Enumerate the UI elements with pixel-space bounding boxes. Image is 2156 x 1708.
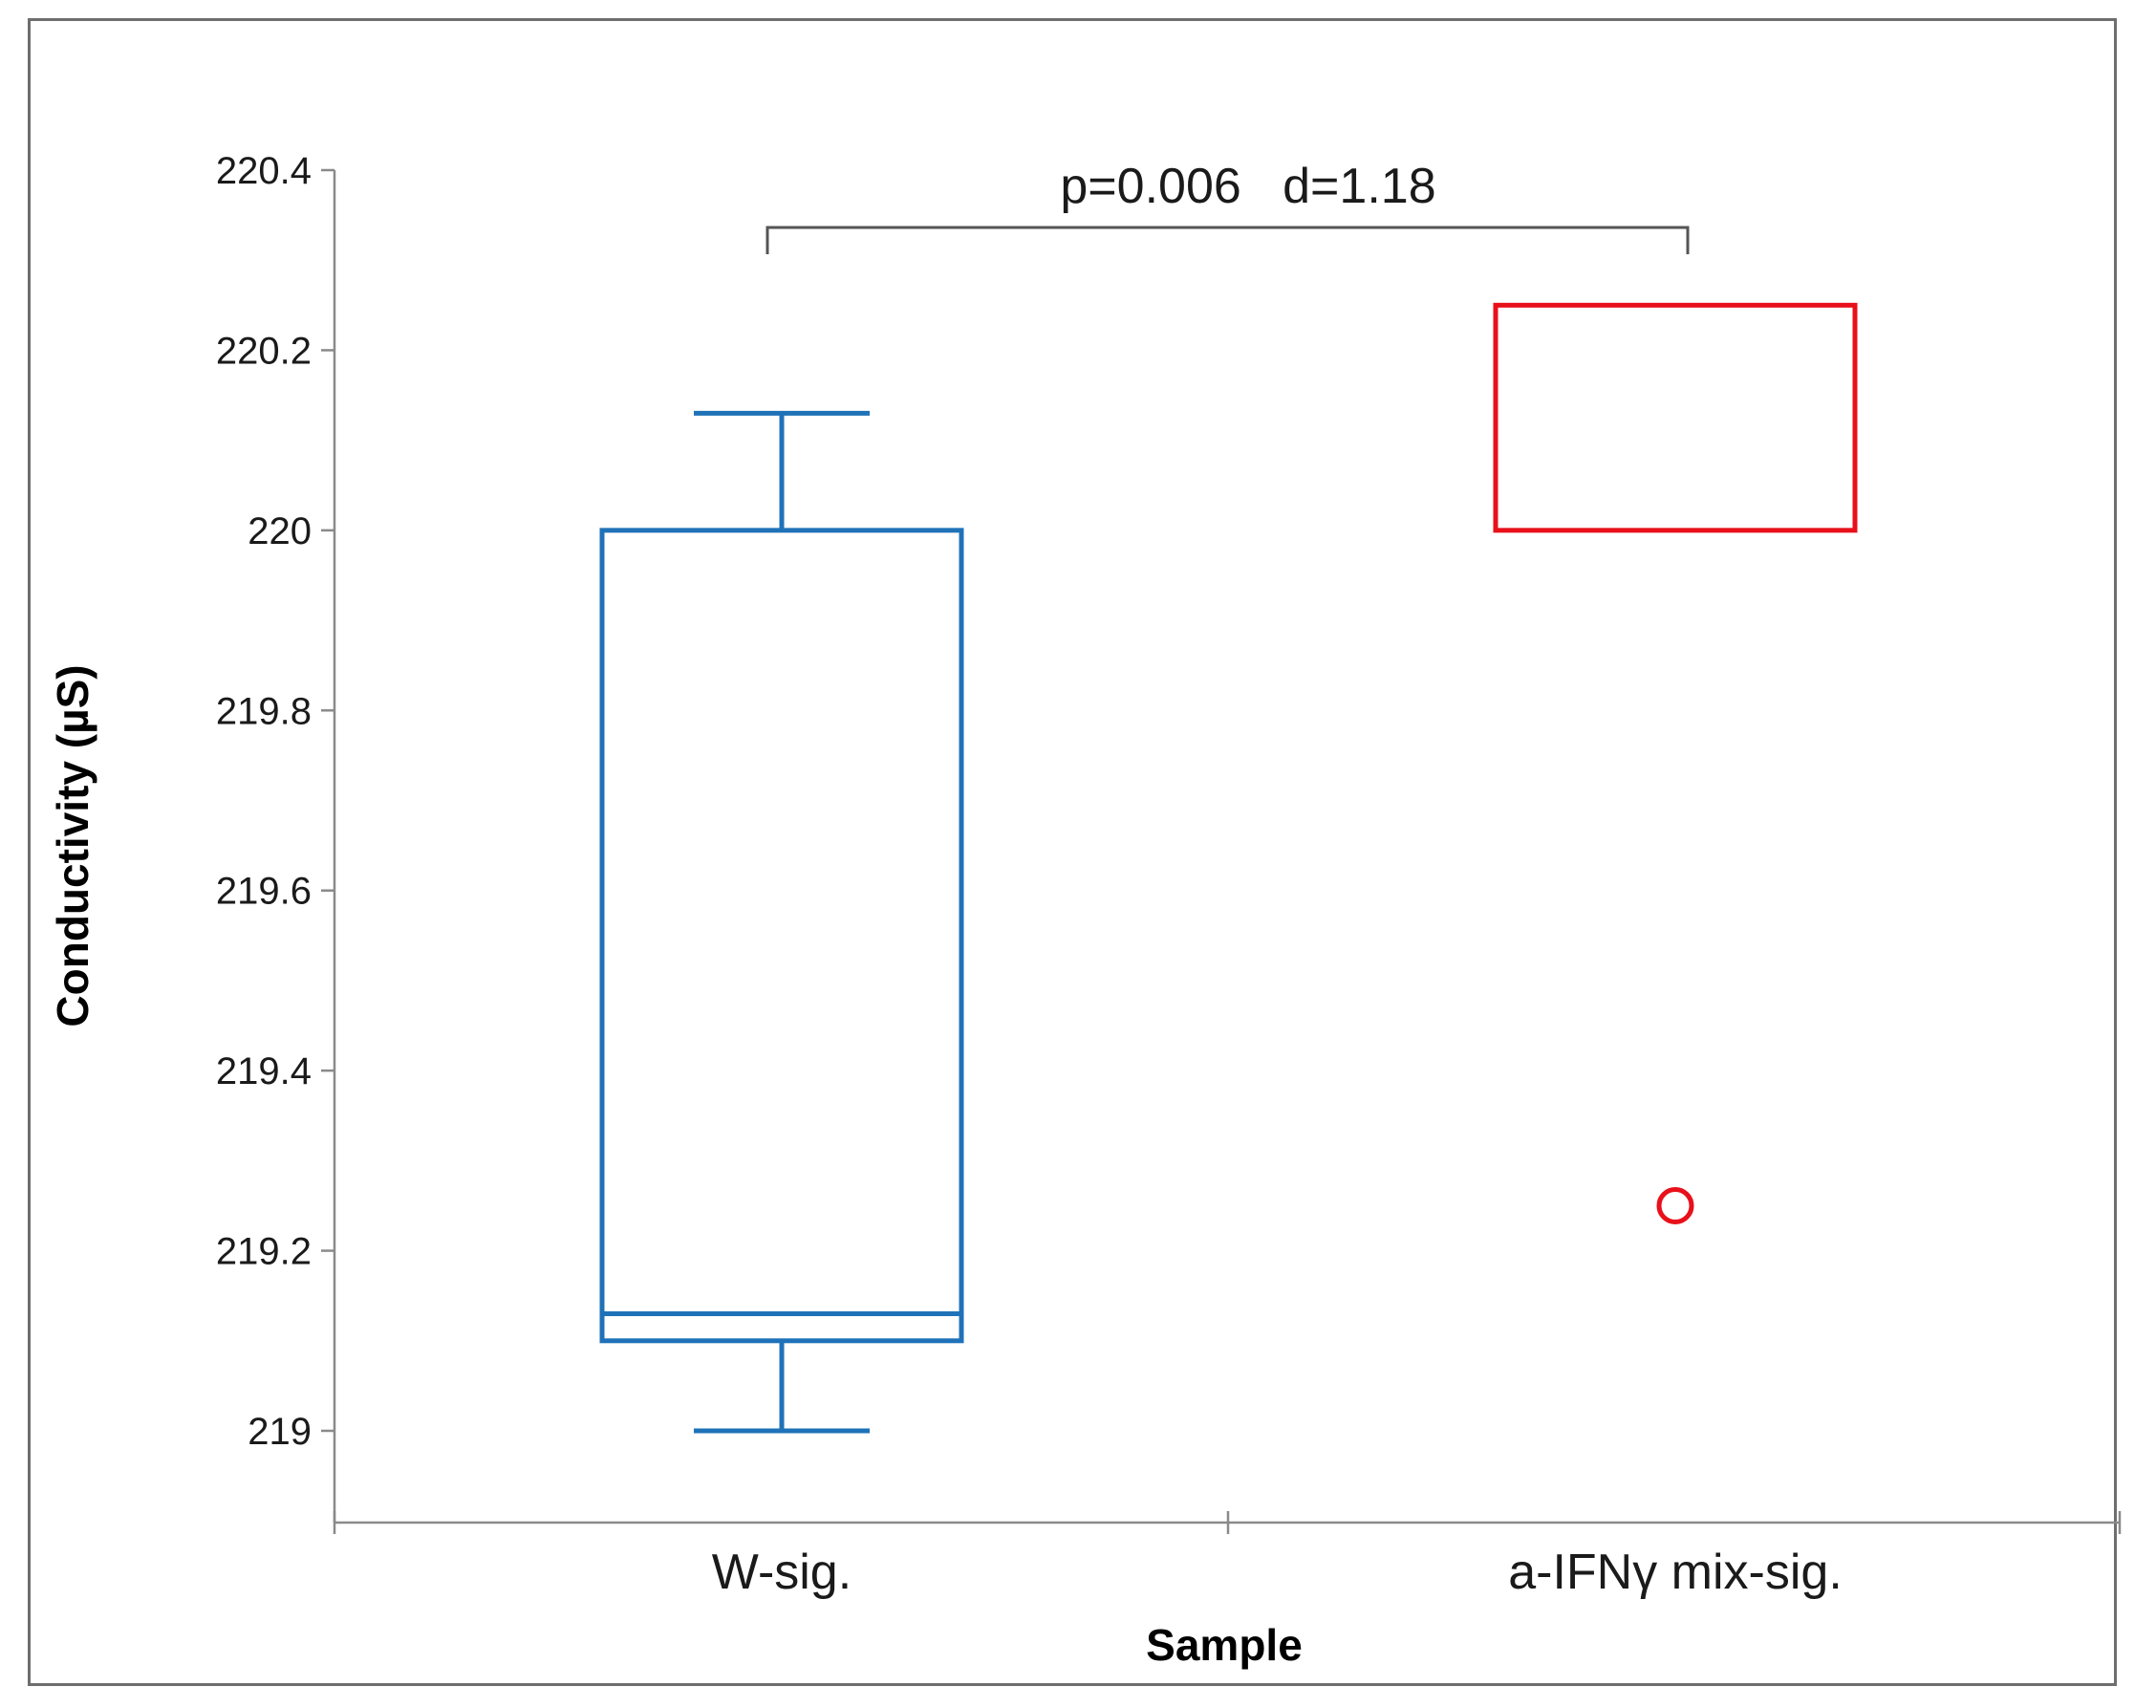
- y-tick-label: 219.4: [216, 1050, 312, 1092]
- y-tick-label: 219: [248, 1411, 312, 1453]
- y-tick-label: 219.2: [216, 1231, 312, 1273]
- significance-label: p=0.006 d=1.18: [1060, 159, 1435, 214]
- box-group: [1493, 302, 1858, 1224]
- x-axis-title: Sample: [1146, 1620, 1303, 1670]
- outlier-point: [1656, 1186, 1694, 1224]
- x-category-label: a-IFNγ mix-sig.: [1508, 1545, 1843, 1600]
- y-axis: 219 219.2 219.4 219.6 219.8 220 220.2 220.4: [216, 150, 336, 1523]
- chart-frame: [28, 18, 2117, 1686]
- box-group: [599, 410, 964, 1434]
- significance-annotation: p=0.006 d=1.18: [765, 159, 1690, 254]
- y-axis-title: Conductivity (µS): [48, 664, 97, 1027]
- y-tick-label: 219.6: [216, 871, 312, 913]
- y-tick-label: 220: [248, 510, 312, 552]
- box: [1493, 302, 1858, 533]
- y-tick-label: 220.4: [216, 150, 312, 192]
- significance-bracket: [765, 226, 1690, 254]
- x-axis: W-sig. a-IFNγ mix-sig.: [333, 1511, 2122, 1600]
- y-tick-label: 220.2: [216, 330, 312, 372]
- x-category-label: W-sig.: [712, 1545, 852, 1600]
- y-tick-label: 219.8: [216, 690, 312, 732]
- boxes: [599, 302, 1858, 1434]
- box: [599, 528, 964, 1344]
